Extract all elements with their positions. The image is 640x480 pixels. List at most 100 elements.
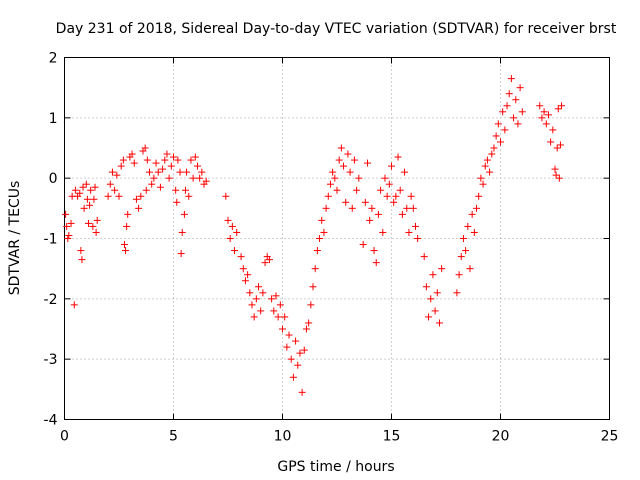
data-point bbox=[289, 373, 297, 381]
data-point bbox=[488, 150, 496, 158]
data-point bbox=[368, 204, 376, 212]
data-point bbox=[479, 180, 487, 188]
data-point bbox=[281, 313, 289, 321]
data-point bbox=[316, 235, 324, 242]
data-point bbox=[111, 186, 119, 194]
y-tick-label: -3 bbox=[44, 352, 58, 368]
x-tick-label: 25 bbox=[601, 429, 619, 445]
data-point bbox=[181, 186, 189, 194]
data-point bbox=[342, 198, 350, 206]
x-axis-label: GPS time / hours bbox=[277, 459, 394, 475]
data-point bbox=[320, 228, 328, 236]
y-tick-label: 1 bbox=[49, 111, 58, 127]
data-point bbox=[505, 90, 513, 98]
data-point bbox=[473, 204, 481, 212]
data-point bbox=[411, 222, 419, 230]
data-point bbox=[510, 114, 518, 122]
data-point bbox=[202, 177, 210, 185]
data-point bbox=[542, 120, 550, 128]
data-point bbox=[143, 156, 151, 164]
data-point bbox=[396, 186, 404, 194]
data-point bbox=[252, 295, 260, 303]
data-point bbox=[231, 247, 239, 255]
data-point bbox=[71, 186, 79, 194]
data-point bbox=[435, 319, 443, 327]
data-point bbox=[108, 168, 116, 176]
data-point bbox=[361, 198, 369, 206]
data-point bbox=[335, 156, 343, 164]
data-point bbox=[268, 295, 276, 303]
data-point bbox=[313, 247, 321, 255]
data-point bbox=[91, 183, 99, 191]
data-point bbox=[239, 265, 247, 273]
data-point bbox=[392, 192, 400, 200]
data-point bbox=[516, 84, 524, 92]
data-point bbox=[359, 241, 367, 249]
data-point bbox=[90, 195, 98, 203]
data-point bbox=[104, 192, 112, 200]
data-point bbox=[457, 253, 465, 261]
data-point bbox=[414, 235, 422, 242]
data-point bbox=[344, 150, 352, 158]
data-point bbox=[355, 174, 363, 182]
data-point bbox=[244, 271, 252, 279]
data-point bbox=[554, 105, 562, 113]
data-point bbox=[174, 156, 182, 164]
x-tick-label: 10 bbox=[274, 429, 292, 445]
data-point bbox=[185, 192, 193, 200]
data-point bbox=[167, 162, 175, 170]
data-point bbox=[76, 189, 84, 197]
data-point bbox=[180, 210, 188, 218]
data-point bbox=[374, 210, 382, 218]
data-point bbox=[427, 295, 435, 303]
data-point bbox=[119, 156, 127, 164]
data-point bbox=[279, 325, 286, 333]
data-point bbox=[329, 168, 337, 176]
data-point bbox=[318, 216, 326, 224]
data-point bbox=[176, 168, 184, 176]
data-point bbox=[390, 198, 398, 206]
data-point bbox=[137, 192, 145, 200]
data-point bbox=[106, 180, 114, 188]
data-point bbox=[486, 168, 494, 176]
data-point bbox=[507, 75, 515, 83]
data-point bbox=[311, 265, 319, 273]
y-tick-label: -4 bbox=[44, 413, 58, 429]
data-point bbox=[62, 210, 70, 218]
data-point bbox=[544, 111, 552, 119]
data-point bbox=[172, 186, 180, 194]
grid bbox=[64, 57, 610, 420]
data-point bbox=[551, 165, 559, 173]
data-point bbox=[115, 192, 123, 200]
data-point bbox=[503, 102, 511, 110]
data-point bbox=[346, 168, 354, 176]
data-point bbox=[462, 247, 470, 255]
data-point bbox=[394, 153, 402, 161]
data-point bbox=[177, 250, 185, 258]
data-point bbox=[372, 259, 380, 267]
data-point bbox=[379, 228, 387, 236]
data-point bbox=[222, 192, 230, 200]
data-point bbox=[453, 289, 461, 297]
data-point bbox=[429, 271, 437, 279]
data-point bbox=[459, 235, 467, 242]
data-point bbox=[80, 204, 88, 212]
data-point bbox=[425, 313, 433, 321]
data-point bbox=[241, 277, 249, 285]
data-point bbox=[556, 141, 564, 149]
data-point bbox=[514, 120, 522, 128]
data-point bbox=[163, 150, 171, 158]
data-point bbox=[63, 222, 71, 230]
data-point bbox=[237, 253, 245, 261]
data-point bbox=[324, 192, 332, 200]
data-point bbox=[388, 162, 395, 170]
data-point bbox=[159, 165, 167, 173]
data-point bbox=[438, 265, 446, 273]
data-point bbox=[466, 265, 474, 273]
data-point bbox=[255, 283, 263, 291]
data-point bbox=[540, 108, 548, 116]
data-point bbox=[322, 204, 330, 212]
data-point bbox=[455, 271, 463, 279]
